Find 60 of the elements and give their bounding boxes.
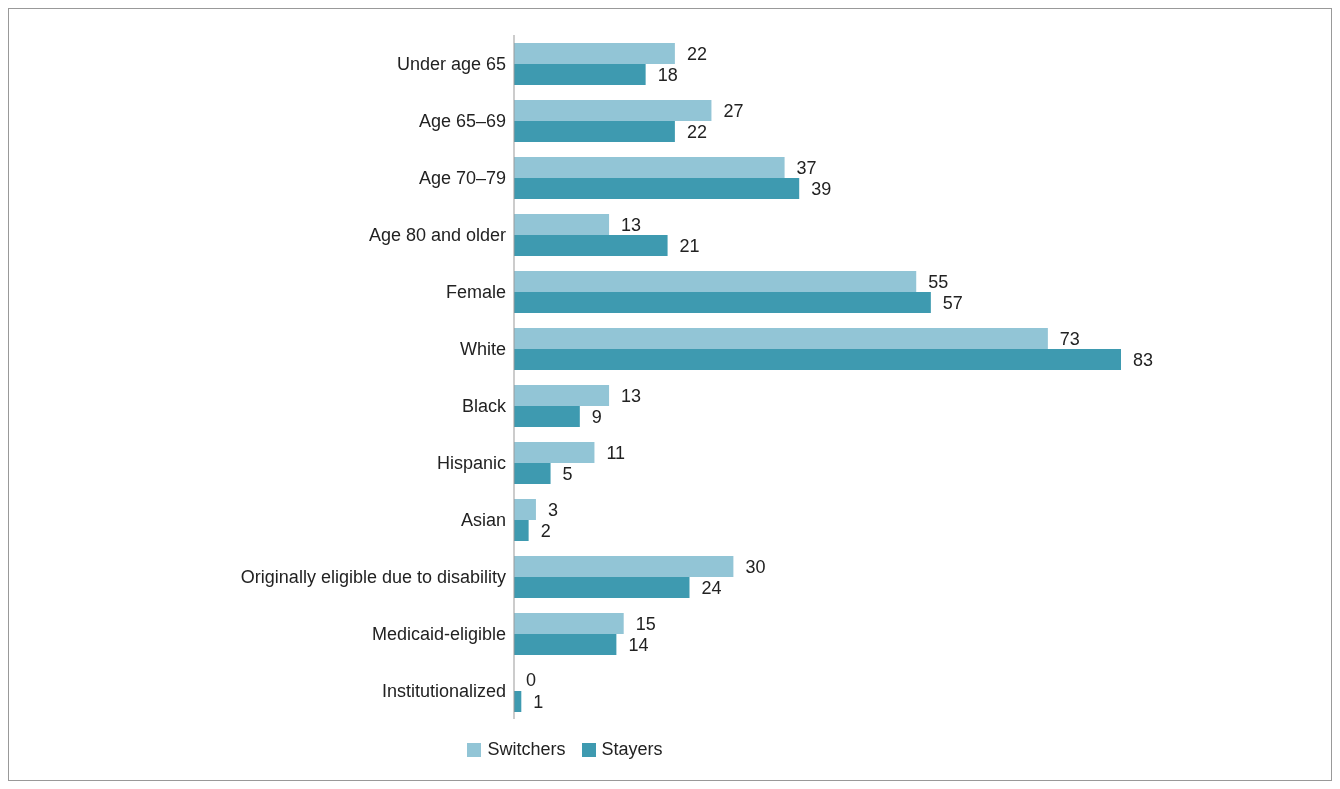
y-tick-label: Female xyxy=(445,281,506,302)
y-tick-label: Asian xyxy=(460,509,506,530)
y-tick-label: Hispanic xyxy=(436,452,506,473)
bar xyxy=(514,235,668,256)
bar xyxy=(514,349,1121,370)
bar xyxy=(514,499,536,520)
data-label: 0 xyxy=(526,670,537,690)
y-tick-label: Institutionalized xyxy=(381,680,506,701)
y-tick-label: Age 65–69 xyxy=(418,110,506,131)
data-label: 55 xyxy=(928,271,949,292)
bar xyxy=(514,442,595,463)
bar xyxy=(514,121,675,142)
data-label: 57 xyxy=(942,292,963,313)
data-label: 3 xyxy=(547,499,558,520)
data-label: 22 xyxy=(686,121,707,142)
bar xyxy=(514,520,529,541)
bar xyxy=(514,463,551,484)
data-label: 37 xyxy=(796,157,817,178)
data-label: 14 xyxy=(628,634,649,655)
bar xyxy=(514,43,675,64)
y-tick-label: Medicaid-eligible xyxy=(371,623,506,644)
y-tick-label: Originally eligible due to disability xyxy=(240,566,506,587)
bar xyxy=(514,577,690,598)
y-tick-label: Under age 65 xyxy=(396,53,506,74)
data-label: 13 xyxy=(621,214,642,235)
y-tick-label: Age 70–79 xyxy=(418,167,506,188)
data-label: 83 xyxy=(1133,349,1154,370)
bar xyxy=(514,100,712,121)
data-label: 24 xyxy=(701,577,722,598)
data-label: 27 xyxy=(723,100,744,121)
y-tick-label: Black xyxy=(461,395,507,416)
bar xyxy=(514,64,646,85)
bar xyxy=(514,613,624,634)
data-label: 30 xyxy=(745,556,766,577)
data-label: 9 xyxy=(591,406,602,427)
bar xyxy=(514,178,800,199)
data-label: 2 xyxy=(540,520,551,541)
bar xyxy=(514,271,917,292)
data-label: 13 xyxy=(621,385,642,406)
data-label: 11 xyxy=(606,442,626,463)
data-label: 21 xyxy=(679,235,700,256)
data-label: 5 xyxy=(562,463,573,484)
bar xyxy=(514,157,785,178)
bar xyxy=(514,406,580,427)
data-label: 15 xyxy=(635,613,656,634)
bar xyxy=(514,328,1048,349)
y-tick-label: Age 80 and older xyxy=(368,224,507,245)
data-label: 39 xyxy=(811,178,832,199)
legend-label: Stayers xyxy=(600,739,663,760)
data-label: 22 xyxy=(686,43,707,64)
y-tick-label: White xyxy=(459,338,506,359)
bar xyxy=(514,556,734,577)
data-label: 1 xyxy=(533,691,544,712)
bar xyxy=(514,214,610,235)
data-label: 73 xyxy=(1059,328,1080,349)
bar xyxy=(514,634,617,655)
data-label: 18 xyxy=(657,64,678,85)
bar xyxy=(514,385,610,406)
bar xyxy=(514,292,931,313)
legend-label: Switchers xyxy=(486,739,566,760)
